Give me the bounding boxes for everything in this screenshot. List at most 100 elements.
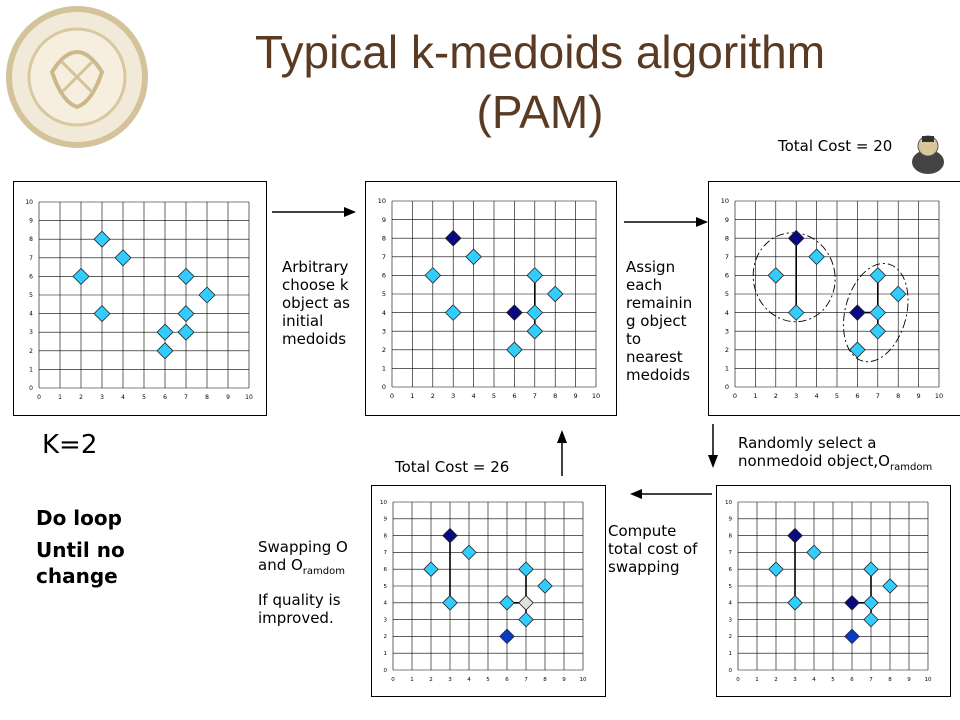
x-tick-label: 9 — [907, 677, 911, 683]
x-tick-label: 8 — [896, 392, 900, 400]
data-point — [869, 322, 887, 340]
x-tick-label: 9 — [562, 677, 566, 683]
total-cost-bottom: Total Cost = 26 — [395, 458, 510, 476]
data-point — [863, 595, 879, 611]
y-tick-label: 4 — [729, 601, 733, 607]
data-point — [499, 595, 515, 611]
medoid-point — [787, 229, 805, 247]
y-tick-label: 8 — [384, 533, 388, 539]
data-point — [93, 305, 111, 323]
data-point — [767, 267, 785, 284]
data-point — [869, 267, 887, 284]
data-point — [177, 267, 195, 285]
x-tick-label: 5 — [142, 394, 146, 401]
x-tick-label: 9 — [574, 392, 578, 400]
y-tick-label: 2 — [729, 634, 733, 640]
x-tick-label: 0 — [37, 394, 41, 401]
data-point — [882, 578, 898, 594]
mascot-icon — [912, 135, 944, 174]
y-tick-label: 1 — [384, 651, 388, 657]
scatter-plot-swapped: 00 1 1 2 2 3 3 4 4 5 5 6 6 7 7 8 8 9 9 10 10 — [380, 500, 587, 683]
data-point — [869, 304, 887, 321]
x-tick-label: 4 — [472, 392, 476, 400]
arrow-right-1 — [272, 207, 356, 217]
page-title: Typical k-medoids algorithm (PAM) — [190, 22, 890, 142]
arrow-up — [557, 430, 567, 476]
y-tick-label: 0 — [725, 383, 729, 391]
data-point — [518, 611, 534, 628]
data-point — [444, 304, 462, 321]
data-point — [156, 323, 174, 341]
step-arbitrary-text: Arbitrary choose k object as initial med… — [282, 258, 350, 348]
y-tick-label: 5 — [725, 290, 729, 298]
x-tick-label: 0 — [391, 677, 395, 683]
x-tick-label: 2 — [774, 677, 778, 683]
y-tick-label: 6 — [729, 567, 733, 573]
plot-panel-3: 0 0 1 1 2 2 3 3 4 4 5 5 6 6 7 7 8 8 9 9 10 10 — [708, 181, 960, 416]
x-tick-label: 3 — [100, 394, 104, 401]
x-tick-label: 10 — [245, 394, 253, 401]
x-tick-label: 7 — [869, 677, 873, 683]
y-tick-label: 1 — [29, 366, 33, 373]
y-tick-label: 10 — [25, 199, 33, 206]
step-random-main: Randomly select a nonmedoid object,O — [738, 434, 890, 470]
data-point — [518, 561, 534, 577]
x-tick-label: 1 — [410, 677, 414, 683]
data-point — [156, 342, 174, 360]
y-tick-label: 3 — [725, 327, 729, 335]
y-tick-label: 5 — [29, 292, 33, 299]
data-point — [863, 611, 879, 628]
y-tick-label: 3 — [382, 327, 386, 335]
y-tick-label: 6 — [382, 272, 386, 280]
data-point — [889, 285, 907, 303]
x-tick-label: 9 — [917, 392, 921, 400]
step-swap-sub: ramdom — [302, 566, 345, 577]
data-point — [546, 285, 564, 303]
x-tick-label: 4 — [121, 394, 125, 401]
data-point — [114, 249, 132, 267]
y-tick-label: 9 — [729, 517, 733, 523]
x-tick-label: 10 — [925, 677, 932, 683]
x-tick-label: 3 — [451, 392, 455, 400]
y-tick-label: 10 — [378, 197, 386, 205]
x-tick-label: 6 — [855, 392, 859, 400]
data-point — [863, 561, 879, 577]
y-tick-label: 8 — [29, 236, 33, 243]
loop-label: Do loop Until no change — [36, 505, 125, 595]
x-tick-label: 1 — [753, 392, 757, 400]
data-point — [177, 323, 195, 341]
step-random-sub: ramdom — [890, 462, 933, 473]
x-tick-label: 6 — [512, 392, 516, 400]
y-tick-label: 7 — [725, 253, 729, 261]
data-point — [808, 248, 825, 266]
x-tick-label: 4 — [812, 677, 816, 683]
x-tick-label: 10 — [935, 392, 943, 400]
y-tick-label: 4 — [384, 601, 388, 607]
data-point — [526, 267, 544, 284]
total-cost-top: Total Cost = 20 — [778, 137, 893, 155]
y-tick-label: 1 — [382, 365, 386, 373]
scatter-plot-random-nonmedoid: 00 1 1 2 2 3 3 4 4 5 5 6 6 7 7 8 8 9 9 10 10 — [725, 500, 932, 683]
data-point — [526, 322, 544, 340]
y-tick-label: 7 — [29, 255, 33, 262]
x-tick-label: 8 — [205, 394, 209, 401]
loop-line-1: Do loop — [36, 506, 122, 530]
x-tick-label: 2 — [431, 392, 435, 400]
y-tick-label: 8 — [729, 533, 733, 539]
y-tick-label: 9 — [29, 218, 33, 225]
arrow-left — [630, 489, 712, 499]
plot-panel-1: 0 0 1 1 2 2 3 3 4 4 5 5 6 6 7 7 8 8 9 9 10 10 — [13, 181, 267, 416]
y-tick-label: 0 — [384, 668, 388, 674]
k-label: K=2 — [42, 430, 98, 460]
scatter-plot-initial-medoids: 00 1 1 2 2 3 3 4 4 5 5 6 6 7 7 8 8 9 9 10 10 — [378, 197, 600, 400]
x-tick-label: 1 — [755, 677, 759, 683]
x-tick-label: 4 — [467, 677, 471, 683]
x-tick-label: 8 — [553, 392, 557, 400]
data-point — [806, 544, 822, 561]
medoid-point — [444, 229, 462, 247]
y-tick-label: 3 — [384, 617, 388, 623]
y-tick-label: 3 — [729, 617, 733, 623]
data-point — [424, 267, 442, 284]
x-tick-label: 8 — [888, 677, 892, 683]
swapped-point — [518, 595, 534, 611]
